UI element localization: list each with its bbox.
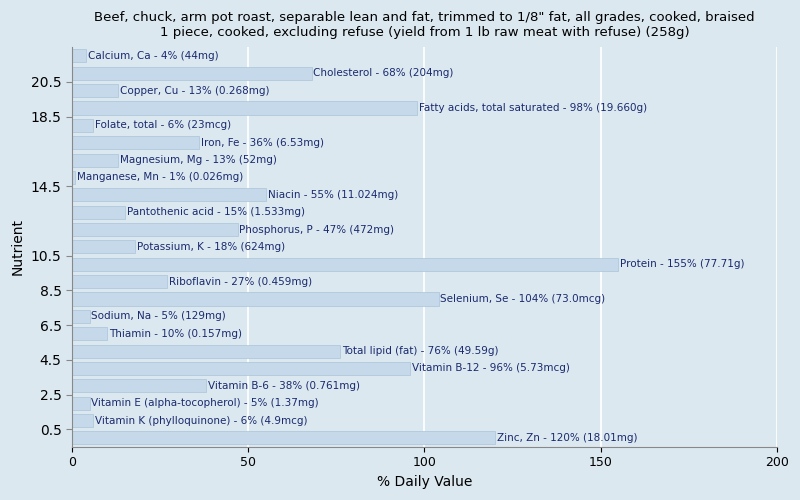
Text: Zinc, Zn - 120% (18.01mg): Zinc, Zn - 120% (18.01mg) (497, 433, 638, 443)
Bar (72, 102, 418, 114)
Text: Niacin - 55% (11.024mg): Niacin - 55% (11.024mg) (267, 190, 398, 200)
Text: Vitamin B-6 - 38% (0.761mg): Vitamin B-6 - 38% (0.761mg) (208, 381, 360, 391)
Bar (72, 154, 118, 166)
Bar (72, 119, 93, 132)
Text: Selenium, Se - 104% (73.0mcg): Selenium, Se - 104% (73.0mcg) (440, 294, 606, 304)
Bar (72, 206, 125, 218)
Text: Vitamin E (alpha-tocopherol) - 5% (1.37mg): Vitamin E (alpha-tocopherol) - 5% (1.37m… (91, 398, 319, 408)
Text: Riboflavin - 27% (0.459mg): Riboflavin - 27% (0.459mg) (169, 276, 312, 286)
Text: Folate, total - 6% (23mcg): Folate, total - 6% (23mcg) (95, 120, 231, 130)
Text: Fatty acids, total saturated - 98% (19.660g): Fatty acids, total saturated - 98% (19.6… (419, 103, 647, 113)
Bar (72, 396, 90, 409)
Y-axis label: Nutrient: Nutrient (11, 218, 25, 276)
Bar (72, 84, 118, 97)
Text: Pantothenic acid - 15% (1.533mg): Pantothenic acid - 15% (1.533mg) (126, 207, 305, 217)
Text: Thiamin - 10% (0.157mg): Thiamin - 10% (0.157mg) (109, 328, 242, 338)
Bar (72, 240, 135, 254)
Text: Manganese, Mn - 1% (0.026mg): Manganese, Mn - 1% (0.026mg) (78, 172, 243, 182)
Bar (72, 50, 86, 62)
Text: Phosphorus, P - 47% (472mg): Phosphorus, P - 47% (472mg) (239, 224, 394, 234)
Bar (72, 310, 90, 323)
Bar (72, 275, 167, 288)
Text: Iron, Fe - 36% (6.53mg): Iron, Fe - 36% (6.53mg) (201, 138, 324, 147)
Bar (72, 414, 93, 427)
Text: Sodium, Na - 5% (129mg): Sodium, Na - 5% (129mg) (91, 312, 226, 322)
Text: Potassium, K - 18% (624mg): Potassium, K - 18% (624mg) (137, 242, 286, 252)
Text: Calcium, Ca - 4% (44mg): Calcium, Ca - 4% (44mg) (88, 51, 218, 61)
Bar (72, 327, 107, 340)
Bar (72, 223, 238, 236)
X-axis label: % Daily Value: % Daily Value (377, 475, 472, 489)
Bar (72, 171, 75, 184)
Bar (72, 362, 410, 375)
Text: Total lipid (fat) - 76% (49.59g): Total lipid (fat) - 76% (49.59g) (342, 346, 498, 356)
Text: Vitamin B-12 - 96% (5.73mcg): Vitamin B-12 - 96% (5.73mcg) (412, 364, 570, 374)
Bar (72, 67, 312, 80)
Bar (72, 344, 340, 358)
Bar (72, 292, 438, 306)
Text: Vitamin K (phylloquinone) - 6% (4.9mcg): Vitamin K (phylloquinone) - 6% (4.9mcg) (95, 416, 307, 426)
Text: Protein - 155% (77.71g): Protein - 155% (77.71g) (620, 260, 745, 270)
Text: Copper, Cu - 13% (0.268mg): Copper, Cu - 13% (0.268mg) (119, 86, 269, 96)
Bar (72, 432, 495, 444)
Bar (72, 136, 199, 149)
Title: Beef, chuck, arm pot roast, separable lean and fat, trimmed to 1/8" fat, all gra: Beef, chuck, arm pot roast, separable le… (94, 11, 754, 39)
Bar (72, 380, 206, 392)
Text: Magnesium, Mg - 13% (52mg): Magnesium, Mg - 13% (52mg) (119, 155, 277, 165)
Bar (72, 188, 266, 202)
Bar (72, 258, 618, 271)
Text: Cholesterol - 68% (204mg): Cholesterol - 68% (204mg) (314, 68, 454, 78)
